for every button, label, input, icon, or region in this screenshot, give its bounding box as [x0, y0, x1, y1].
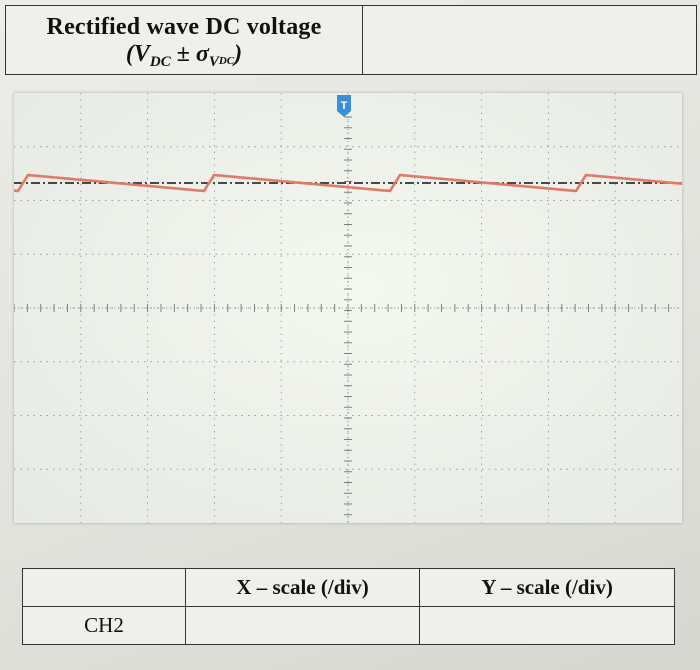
formula-sigma-subscript: V [208, 54, 219, 70]
formula-v: V [133, 41, 150, 67]
header-x-scale: X – scale (/div) [185, 568, 420, 607]
dc-voltage-label-cell: Rectified wave DC voltage (VDC ± σVDC) [6, 6, 363, 74]
scale-table: X – scale (/div) Y – scale (/div) CH2 [22, 568, 675, 645]
oscilloscope-graticule: T [14, 93, 682, 523]
ch2-y-scale-cell[interactable] [419, 606, 675, 645]
dc-voltage-value-cell[interactable] [363, 6, 696, 74]
trigger-marker-icon [337, 95, 351, 117]
formula-plus-minus: ± [170, 41, 196, 67]
formula-open-paren: ( [125, 41, 134, 67]
header-empty-cell [22, 568, 186, 607]
trigger-marker-label: T [341, 100, 348, 112]
trigger-marker-group: T [337, 95, 351, 117]
dc-voltage-formula: (VDC ± σVDC) [6, 41, 362, 71]
graticule-center-axes [14, 116, 682, 523]
dc-voltage-title: Rectified wave DC voltage [46, 14, 322, 40]
channel-label: CH2 [22, 606, 186, 645]
scale-table-header-row: X – scale (/div) Y – scale (/div) [22, 568, 675, 607]
dc-voltage-table: Rectified wave DC voltage (VDC ± σVDC) [5, 5, 697, 75]
formula-close-paren: ) [234, 41, 243, 67]
ch2-x-scale-cell[interactable] [185, 606, 420, 645]
formula-v-subscript: DC [149, 54, 171, 70]
formula-sigma-subsubscript: DC [218, 55, 235, 67]
oscilloscope-screen: T [14, 93, 682, 523]
ch2-waveform-trace [14, 173, 682, 193]
formula-sigma: σ [195, 41, 209, 67]
header-y-scale: Y – scale (/div) [419, 568, 675, 607]
scale-table-row: CH2 [22, 606, 675, 645]
